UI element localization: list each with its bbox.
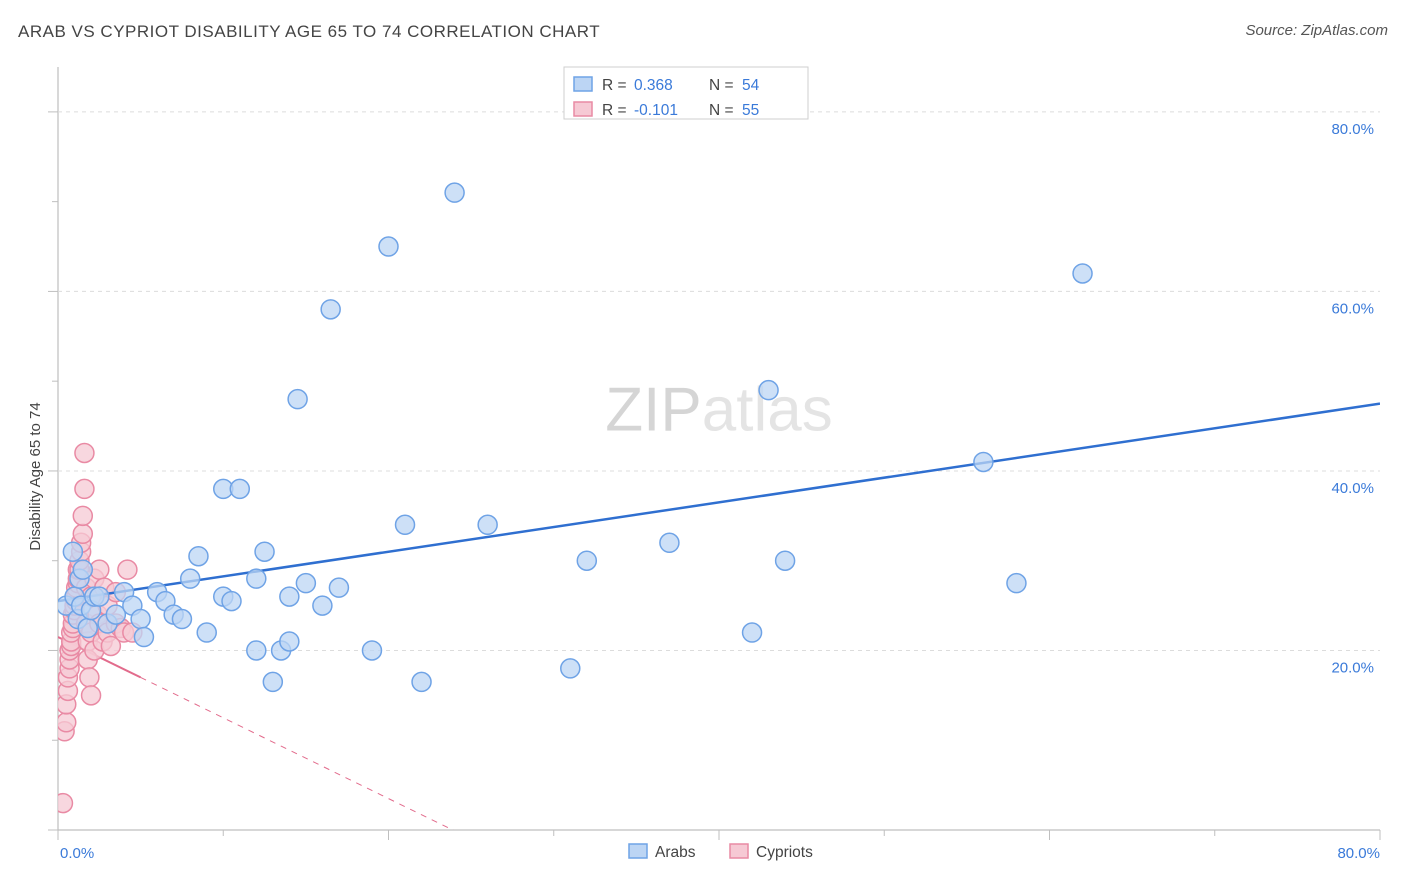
legend-swatch (629, 844, 647, 858)
data-point (561, 659, 580, 678)
data-point (181, 569, 200, 588)
data-point (75, 443, 94, 462)
data-point (247, 641, 266, 660)
legend-r-value: 0.368 (634, 77, 673, 94)
data-point (255, 542, 274, 561)
legend-swatch (574, 102, 592, 116)
data-point (1007, 574, 1026, 593)
data-point (90, 587, 109, 606)
data-point (75, 479, 94, 498)
data-point (172, 610, 191, 629)
chart-title: ARAB VS CYPRIOT DISABILITY AGE 65 TO 74 … (18, 22, 600, 42)
data-point (362, 641, 381, 660)
legend-r-label: R = (602, 102, 627, 119)
data-point (63, 542, 82, 561)
data-point (57, 713, 76, 732)
data-point (263, 672, 282, 691)
legend-n-label: N = (709, 77, 734, 94)
stats-legend (564, 67, 808, 119)
chart-header: ARAB VS CYPRIOT DISABILITY AGE 65 TO 74 … (18, 22, 1388, 52)
data-point (134, 628, 153, 647)
data-point (78, 619, 97, 638)
data-point (759, 381, 778, 400)
data-point (445, 183, 464, 202)
x-tick-label: 80.0% (1337, 845, 1380, 862)
y-tick-label: 20.0% (1331, 659, 1374, 676)
data-point (478, 515, 497, 534)
y-axis-label: Disability Age 65 to 74 (27, 402, 44, 550)
data-point (230, 479, 249, 498)
data-point (280, 632, 299, 651)
data-point (743, 623, 762, 642)
data-point (118, 560, 137, 579)
data-point (80, 668, 99, 687)
data-point (660, 533, 679, 552)
data-point (577, 551, 596, 570)
data-point (73, 560, 92, 579)
legend-n-label: N = (709, 102, 734, 119)
data-point (412, 672, 431, 691)
legend-label: Arabs (655, 844, 696, 861)
chart-svg: 20.0% 40.0% 60.0% 80.0% 0.0% 80.0% Disability … (18, 55, 1388, 875)
legend-r-value: -0.101 (634, 102, 678, 119)
data-point (296, 574, 315, 593)
data-point (247, 569, 266, 588)
data-point (313, 596, 332, 615)
data-point (222, 592, 241, 611)
correlation-chart: 20.0% 40.0% 60.0% 80.0% 0.0% 80.0% Disability … (18, 55, 1388, 875)
legend-r-label: R = (602, 77, 627, 94)
data-point (280, 587, 299, 606)
watermark: ZIPatlas (605, 376, 832, 445)
y-tick-label: 60.0% (1331, 300, 1374, 317)
data-point (197, 623, 216, 642)
legend-swatch (574, 77, 592, 91)
legend-label: Cypriots (756, 844, 813, 861)
data-point (1073, 264, 1092, 283)
data-point (82, 686, 101, 705)
y-tick-label: 80.0% (1331, 121, 1374, 138)
regression-line-dash (141, 677, 472, 839)
data-point (329, 578, 348, 597)
legend-swatch (730, 844, 748, 858)
data-point (396, 515, 415, 534)
y-tick-label: 40.0% (1331, 480, 1374, 497)
chart-source: Source: ZipAtlas.com (1245, 22, 1388, 39)
data-point (379, 237, 398, 256)
data-point (776, 551, 795, 570)
data-point (288, 390, 307, 409)
data-point (73, 524, 92, 543)
x-tick-label: 0.0% (60, 845, 94, 862)
data-point (131, 610, 150, 629)
legend-n-value: 55 (742, 102, 759, 119)
legend-n-value: 54 (742, 77, 760, 94)
data-point (53, 794, 72, 813)
data-point (321, 300, 340, 319)
data-point (974, 452, 993, 471)
data-point (73, 506, 92, 525)
data-point (189, 547, 208, 566)
